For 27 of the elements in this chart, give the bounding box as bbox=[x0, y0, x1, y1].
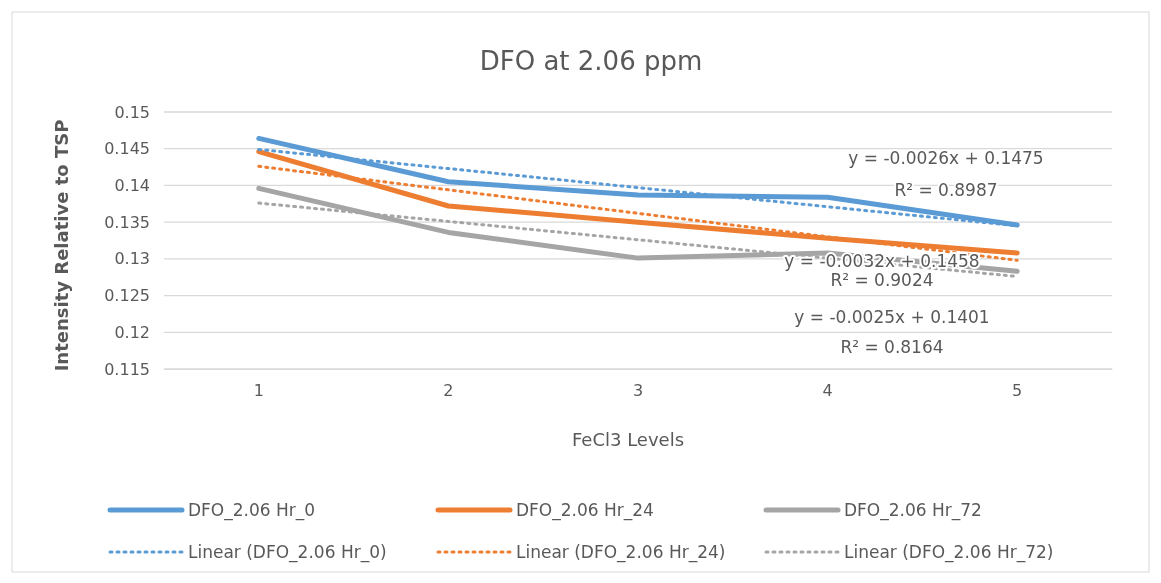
annotation: R² = 0.8987 bbox=[894, 180, 998, 200]
y-tick-label: 0.15 bbox=[114, 102, 150, 122]
annotation: y = -0.0025x + 0.1401 bbox=[794, 307, 990, 327]
annotation: y = -0.0026x + 0.1475 bbox=[848, 148, 1044, 168]
legend-label: DFO_2.06 Hr_0 bbox=[188, 500, 316, 521]
legend-label: Linear (DFO_2.06 Hr_72) bbox=[844, 542, 1054, 563]
legend-label: Linear (DFO_2.06 Hr_0) bbox=[188, 542, 387, 563]
x-tick-label: 3 bbox=[632, 381, 644, 401]
y-tick-label: 0.12 bbox=[114, 322, 150, 342]
y-tick-label: 0.125 bbox=[104, 286, 150, 306]
y-tick-label: 0.13 bbox=[114, 249, 150, 269]
x-tick-label: 2 bbox=[443, 381, 454, 401]
y-tick-label: 0.115 bbox=[104, 359, 150, 379]
x-axis-title: FeCl3 Levels bbox=[571, 429, 685, 450]
chart-title: DFO at 2.06 ppm bbox=[479, 46, 703, 76]
y-tick-label: 0.14 bbox=[114, 176, 150, 196]
x-tick-label: 4 bbox=[822, 381, 833, 401]
x-tick-label: 5 bbox=[1012, 381, 1023, 401]
legend-label: DFO_2.06 Hr_24 bbox=[516, 500, 654, 521]
annotation: R² = 0.8164 bbox=[840, 337, 944, 357]
y-axis-title: Intensity Relative to TSP bbox=[51, 119, 72, 372]
annotation: R² = 0.9024 bbox=[830, 270, 934, 290]
x-tick-label: 1 bbox=[253, 381, 264, 401]
legend-label: DFO_2.06 Hr_72 bbox=[844, 500, 982, 521]
y-tick-label: 0.145 bbox=[104, 139, 150, 159]
y-tick-label: 0.135 bbox=[104, 212, 150, 232]
legend-label: Linear (DFO_2.06 Hr_24) bbox=[516, 542, 726, 563]
